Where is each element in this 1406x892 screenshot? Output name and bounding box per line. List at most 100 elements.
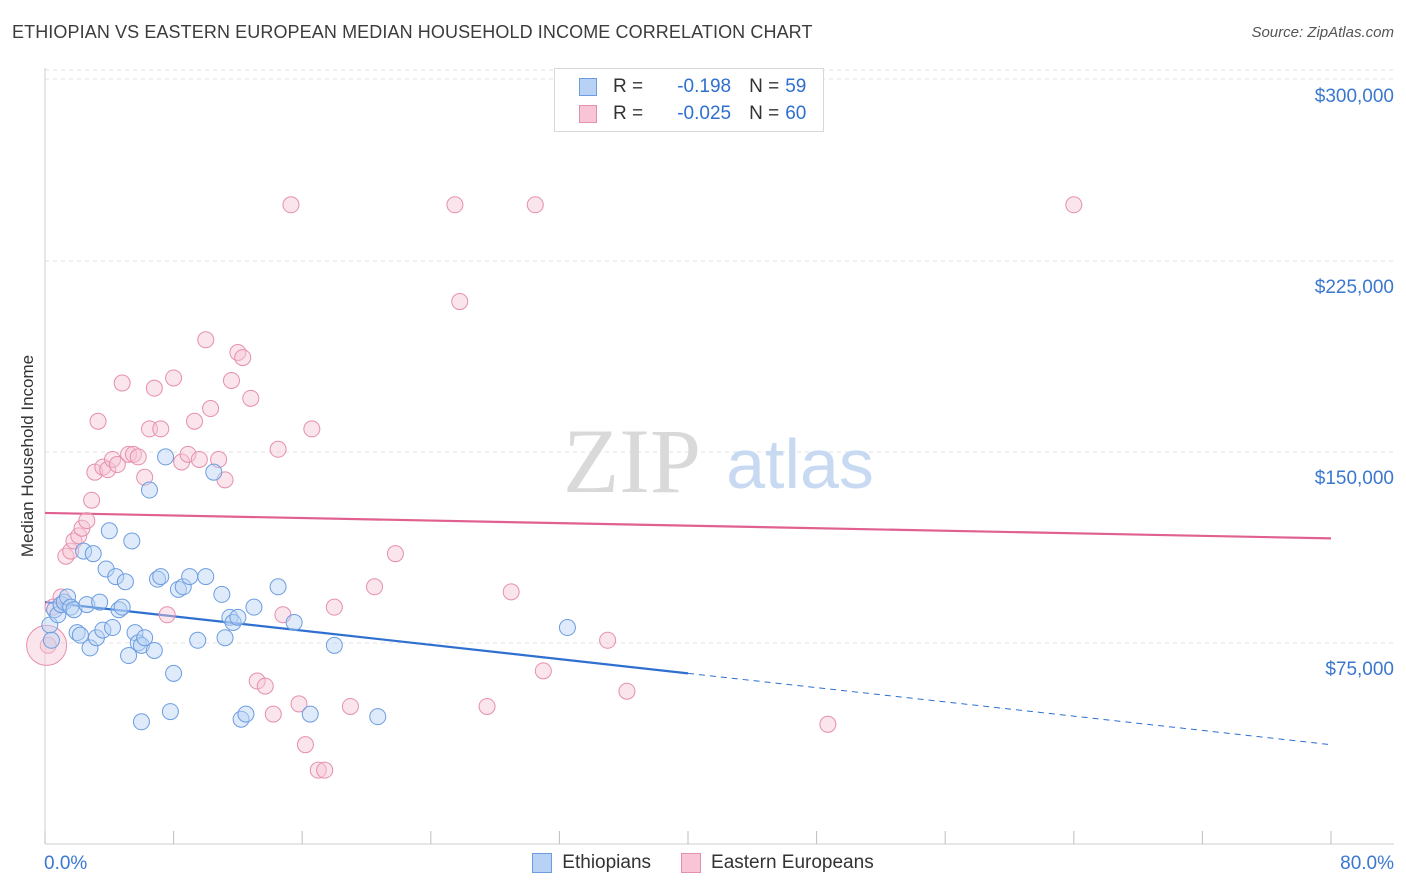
point-ethiopians[interactable] [369, 708, 387, 726]
point-eastern-europeans[interactable] [190, 450, 208, 468]
point-eastern-europeans[interactable] [57, 547, 75, 565]
point-ethiopians[interactable] [269, 578, 287, 596]
point-ethiopians[interactable] [325, 636, 343, 654]
point-ethiopians[interactable] [213, 585, 231, 603]
point-eastern-europeans[interactable] [269, 440, 287, 458]
point-eastern-europeans[interactable] [158, 606, 176, 624]
point-ethiopians[interactable] [136, 629, 154, 647]
point-ethiopians[interactable] [84, 545, 102, 563]
point-ethiopians[interactable] [165, 664, 183, 682]
point-ethiopians[interactable] [104, 619, 122, 637]
point-eastern-europeans[interactable] [446, 196, 464, 214]
point-eastern-europeans[interactable] [229, 343, 247, 361]
point-ethiopians[interactable] [113, 598, 131, 616]
point-eastern-europeans[interactable] [210, 450, 228, 468]
point-eastern-europeans[interactable] [197, 331, 215, 349]
point-eastern-europeans[interactable] [478, 697, 496, 715]
point-eastern-europeans[interactable] [78, 512, 96, 530]
point-eastern-europeans[interactable] [386, 545, 404, 563]
point-ethiopians[interactable] [152, 568, 170, 586]
point-ethiopians[interactable] [189, 631, 207, 649]
point-eastern-europeans[interactable] [534, 662, 552, 680]
legend-item-ethiopians[interactable]: Ethiopians [532, 852, 651, 874]
point-ethiopians[interactable] [558, 619, 576, 637]
point-ethiopians[interactable] [110, 601, 128, 619]
point-eastern-europeans[interactable] [341, 697, 359, 715]
point-ethiopians[interactable] [91, 593, 109, 611]
point-eastern-europeans[interactable] [303, 420, 321, 438]
point-eastern-europeans[interactable] [366, 578, 384, 596]
point-eastern-europeans[interactable] [26, 624, 68, 666]
point-eastern-europeans[interactable] [152, 420, 170, 438]
point-ethiopians[interactable] [169, 580, 187, 598]
point-ethiopians[interactable] [157, 448, 175, 466]
point-eastern-europeans[interactable] [599, 631, 617, 649]
point-ethiopians[interactable] [68, 624, 86, 642]
point-ethiopians[interactable] [81, 639, 99, 657]
point-eastern-europeans[interactable] [99, 461, 117, 479]
point-eastern-europeans[interactable] [120, 445, 138, 463]
point-eastern-europeans[interactable] [124, 445, 142, 463]
point-eastern-europeans[interactable] [290, 695, 308, 713]
point-ethiopians[interactable] [161, 703, 179, 721]
point-eastern-europeans[interactable] [325, 598, 343, 616]
point-ethiopians[interactable] [174, 578, 192, 596]
point-ethiopians[interactable] [78, 596, 96, 614]
point-ethiopians[interactable] [116, 573, 134, 591]
point-eastern-europeans[interactable] [83, 491, 101, 509]
point-eastern-europeans[interactable] [618, 682, 636, 700]
point-ethiopians[interactable] [132, 713, 150, 731]
point-eastern-europeans[interactable] [108, 456, 126, 474]
point-eastern-europeans[interactable] [234, 349, 252, 367]
point-eastern-europeans[interactable] [62, 542, 80, 560]
point-eastern-europeans[interactable] [145, 379, 163, 397]
point-ethiopians[interactable] [75, 542, 93, 560]
point-eastern-europeans[interactable] [202, 400, 220, 418]
point-ethiopians[interactable] [145, 641, 163, 659]
point-eastern-europeans[interactable] [39, 636, 57, 654]
point-eastern-europeans[interactable] [165, 369, 183, 387]
point-eastern-europeans[interactable] [819, 715, 837, 733]
point-ethiopians[interactable] [181, 568, 199, 586]
point-ethiopians[interactable] [42, 631, 60, 649]
point-eastern-europeans[interactable] [113, 374, 131, 392]
point-eastern-europeans[interactable] [136, 468, 154, 486]
point-ethiopians[interactable] [301, 705, 319, 723]
legend-item-eastern-europeans[interactable]: Eastern Europeans [681, 852, 874, 874]
point-ethiopians[interactable] [216, 629, 234, 647]
point-eastern-europeans[interactable] [104, 450, 122, 468]
point-eastern-europeans[interactable] [316, 761, 334, 779]
point-eastern-europeans[interactable] [526, 196, 544, 214]
point-eastern-europeans[interactable] [179, 445, 197, 463]
point-eastern-europeans[interactable] [89, 412, 107, 430]
point-eastern-europeans[interactable] [282, 196, 300, 214]
point-ethiopians[interactable] [197, 568, 215, 586]
point-ethiopians[interactable] [237, 705, 255, 723]
point-eastern-europeans[interactable] [502, 583, 520, 601]
point-eastern-europeans[interactable] [309, 761, 327, 779]
point-eastern-europeans[interactable] [296, 736, 314, 754]
point-eastern-europeans[interactable] [185, 412, 203, 430]
point-ethiopians[interactable] [65, 601, 83, 619]
point-ethiopians[interactable] [120, 647, 138, 665]
point-ethiopians[interactable] [224, 613, 242, 631]
point-ethiopians[interactable] [229, 608, 247, 626]
point-ethiopians[interactable] [149, 570, 167, 588]
point-ethiopians[interactable] [94, 621, 112, 639]
point-eastern-europeans[interactable] [86, 463, 104, 481]
point-ethiopians[interactable] [100, 522, 118, 540]
point-eastern-europeans[interactable] [451, 293, 469, 311]
point-ethiopians[interactable] [140, 481, 158, 499]
point-eastern-europeans[interactable] [242, 389, 260, 407]
point-ethiopians[interactable] [285, 613, 303, 631]
point-ethiopians[interactable] [123, 532, 141, 550]
point-eastern-europeans[interactable] [256, 677, 274, 695]
point-ethiopians[interactable] [205, 463, 223, 481]
point-ethiopians[interactable] [107, 568, 125, 586]
point-ethiopians[interactable] [245, 598, 263, 616]
point-eastern-europeans[interactable] [1065, 196, 1083, 214]
point-ethiopians[interactable] [232, 710, 250, 728]
point-eastern-europeans[interactable] [222, 372, 240, 390]
point-eastern-europeans[interactable] [248, 672, 266, 690]
point-eastern-europeans[interactable] [264, 705, 282, 723]
